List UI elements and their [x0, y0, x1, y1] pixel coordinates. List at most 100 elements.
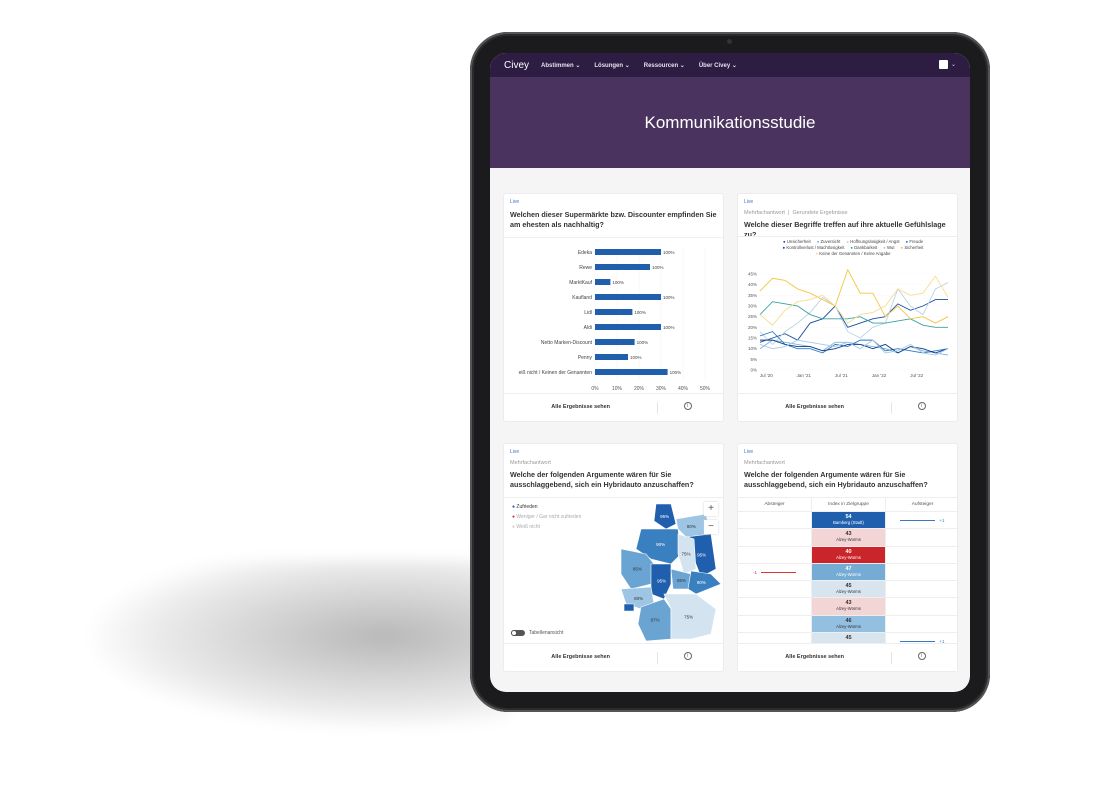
legend-marker: ● [815, 251, 819, 256]
zoom-out-button[interactable]: − [704, 520, 718, 534]
bar[interactable] [595, 309, 633, 315]
legend-item[interactable]: ● Sicherheit [901, 245, 924, 250]
aufsteiger-cell [886, 598, 959, 614]
chart-legend: ● Unsicherheit ● Zuversicht ● Hoffnungslos… [758, 239, 948, 256]
series-line[interactable] [759, 339, 949, 356]
bar[interactable] [595, 249, 661, 255]
info-icon[interactable]: i [683, 652, 692, 660]
region-sh[interactable] [653, 503, 677, 530]
legend-item[interactable]: ● Keine der Genannten / Keine Angabe [815, 251, 890, 256]
legend-item[interactable]: ● Zufrieden [512, 504, 581, 510]
table-row[interactable]: 40 Alzey-Worms [738, 546, 959, 564]
info-icon[interactable]: i [917, 652, 926, 660]
region-sn[interactable] [687, 570, 722, 595]
legend-item[interactable]: ● Freude [906, 239, 923, 244]
legend-item[interactable]: ● Unsicherheit [783, 239, 811, 244]
legend-label: Unsicherheit [786, 239, 811, 244]
nav-abstimmen[interactable]: Abstimmen [541, 62, 580, 69]
all-results-link[interactable]: Alle Ergebnisse sehen [785, 404, 844, 410]
bar[interactable] [595, 324, 661, 330]
nav-ressourcen[interactable]: Ressourcen [644, 62, 685, 69]
divider [738, 236, 957, 237]
absteiger-cell [738, 616, 811, 632]
bar[interactable] [595, 294, 661, 300]
index-place: Bamberg (Stadt) [833, 520, 864, 525]
series-line[interactable] [759, 282, 949, 346]
bar[interactable] [595, 264, 650, 270]
legend-item[interactable]: ● Dankbarkeit [850, 245, 877, 250]
legend-item[interactable]: ● Zuversicht [817, 239, 841, 244]
nav-ueber-civey[interactable]: Über Civey [699, 62, 737, 69]
divider [891, 402, 893, 414]
card-supermarkets: Live Welchen dieser Supermärkte bzw. Dis… [503, 193, 724, 422]
y-tick-label: 35% [748, 293, 757, 298]
bar[interactable] [595, 369, 668, 375]
logo[interactable]: Civey [504, 59, 530, 71]
data-label: 100% [670, 370, 682, 375]
region-value: 75% [681, 552, 690, 557]
data-label: 100% [652, 265, 664, 270]
live-badge: Live [744, 199, 754, 205]
legend-label: Zuversicht [820, 239, 841, 244]
category-label: Aldi [584, 325, 592, 331]
chevron-down-icon: ⌄ [950, 62, 956, 68]
legend-item[interactable]: ● Weiß nicht [512, 524, 581, 530]
info-icon[interactable]: i [917, 402, 926, 410]
series-line[interactable] [759, 299, 948, 343]
answer-type: Mehrfachantwort | Gerundete Ergebnisse [744, 210, 848, 216]
y-tick-label: 40% [748, 282, 757, 287]
legend-marker: ● [816, 239, 820, 244]
index-cell: 46 Alzey-Worms [811, 615, 886, 633]
legend-marker: ● [782, 245, 786, 250]
bar[interactable] [595, 354, 628, 360]
legend-item[interactable]: ● Kontrollverlust / Machtlosigkeit [783, 245, 845, 250]
card-map: Live Mehrfachantwort Welche der folgende… [503, 443, 724, 672]
aufsteiger-cell [886, 529, 959, 545]
bar[interactable] [595, 279, 611, 285]
table-row[interactable]: 43 Alzey-Worms [738, 598, 959, 616]
table-row[interactable]: 45 Alzey-Worms [738, 581, 959, 599]
region-value: 95% [660, 514, 669, 519]
series-line[interactable] [759, 275, 949, 326]
table-view-toggle[interactable] [511, 630, 525, 636]
legend-item[interactable]: ● Weniger / Gar nicht zufrieden [512, 514, 581, 520]
bar[interactable] [595, 339, 635, 345]
table-row[interactable]: 43 Alzey-Worms [738, 529, 959, 547]
absteiger-cell [738, 529, 811, 545]
live-badge: Live [744, 449, 754, 455]
nav-loesungen[interactable]: Lösungen [594, 62, 629, 69]
table-row[interactable]: -1 47 Alzey-Worms [738, 563, 959, 582]
account-menu[interactable]: ⌄ [938, 60, 956, 69]
meta-rounded: Gerundete Ergebnisse [792, 210, 848, 216]
all-results-link[interactable]: Alle Ergebnisse sehen [551, 404, 610, 410]
region-value: 87% [651, 617, 660, 622]
question: Welche der folgenden Argumente wären für… [510, 470, 694, 489]
table-row[interactable]: 45 +1 [738, 633, 959, 645]
x-tick-label: 40% [678, 386, 689, 392]
series-line[interactable] [759, 301, 948, 328]
legend-marker: ● [850, 245, 853, 250]
series-line[interactable] [759, 269, 949, 324]
all-results-link[interactable]: Alle Ergebnisse sehen [785, 654, 844, 660]
region-by[interactable] [663, 593, 717, 640]
legend-item[interactable]: ● Wut [883, 245, 894, 250]
legend-label: Wut [886, 245, 895, 250]
series-line[interactable] [760, 339, 949, 354]
index-place: Alzey-Worms [836, 571, 861, 577]
table-row[interactable]: 46 Alzey-Worms [738, 615, 959, 634]
series-line[interactable] [759, 331, 949, 354]
all-results-link[interactable]: Alle Ergebnisse sehen [551, 654, 610, 660]
card-footer: Alle Ergebnisse sehen i [738, 393, 957, 421]
info-icon[interactable]: i [683, 402, 692, 410]
table-row[interactable]: 54 Bamberg (Stadt) +1 [738, 512, 959, 530]
region-sl[interactable] [623, 603, 635, 612]
index-value: 46 [845, 617, 852, 624]
data-label: 100% [663, 250, 675, 255]
region-st[interactable] [677, 533, 697, 575]
legend-item[interactable]: ● Hoffnungslosigkeit / Angst [846, 239, 899, 244]
legend-label: Zufrieden [516, 504, 538, 510]
question: Welche dieser Begriffe treffen auf ihre … [744, 220, 946, 239]
zoom-in-button[interactable]: + [704, 502, 718, 516]
y-tick-label: 20% [748, 325, 757, 330]
divider [891, 652, 893, 664]
